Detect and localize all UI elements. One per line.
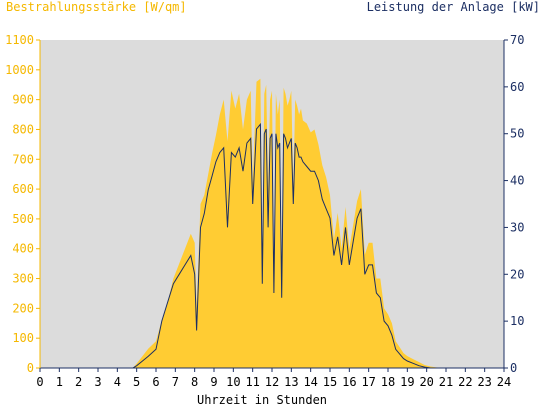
right-axis-title: Leistung der Anlage [kW] — [367, 0, 540, 14]
left-y-tick-label: 0 — [27, 361, 34, 375]
left-y-tick-label: 400 — [12, 242, 34, 256]
left-y-tick-label: 1000 — [5, 63, 34, 77]
x-tick-label: 1 — [56, 375, 63, 389]
x-tick-label: 24 — [497, 375, 511, 389]
left-y-tick-label: 600 — [12, 182, 34, 196]
x-tick-label: 14 — [303, 375, 317, 389]
x-tick-label: 2 — [75, 375, 82, 389]
x-tick-label: 4 — [114, 375, 121, 389]
x-tick-label: 8 — [191, 375, 198, 389]
x-axis-title: Uhrzeit in Stunden — [197, 393, 327, 407]
x-tick-label: 23 — [477, 375, 491, 389]
x-tick-label: 11 — [245, 375, 259, 389]
left-y-tick-label: 700 — [12, 152, 34, 166]
x-tick-label: 9 — [210, 375, 217, 389]
right-y-tick-label: 60 — [510, 80, 524, 94]
power-line — [40, 122, 504, 369]
x-tick-label: 13 — [284, 375, 298, 389]
x-tick-label: 17 — [361, 375, 375, 389]
left-axis-title: Bestrahlungsstärke [W/qm] — [6, 0, 187, 14]
x-tick-label: 18 — [381, 375, 395, 389]
x-tick-label: 22 — [458, 375, 472, 389]
left-y-tick-label: 500 — [12, 212, 34, 226]
x-tick-label: 6 — [152, 375, 159, 389]
left-y-tick-label: 100 — [12, 331, 34, 345]
right-y-tick-label: 10 — [510, 314, 524, 328]
x-tick-label: 10 — [226, 375, 240, 389]
right-y-tick-label: 20 — [510, 267, 524, 281]
x-tick-label: 3 — [94, 375, 101, 389]
left-y-tick-label: 1100 — [5, 33, 34, 47]
x-tick-label: 7 — [172, 375, 179, 389]
left-y-tick-label: 900 — [12, 93, 34, 107]
left-y-tick-label: 800 — [12, 122, 34, 136]
x-tick-label: 0 — [36, 375, 43, 389]
x-tick-label: 12 — [265, 375, 279, 389]
right-y-tick-label: 50 — [510, 127, 524, 141]
left-y-ticks: 0 100 200 300 400 500 600 700 800 900 1000 1100 — [5, 33, 40, 375]
x-tick-label: 16 — [342, 375, 356, 389]
x-tick-label: 5 — [133, 375, 140, 389]
right-y-tick-label: 40 — [510, 174, 524, 188]
left-y-tick-label: 300 — [12, 272, 34, 286]
right-y-tick-label: 30 — [510, 220, 524, 234]
x-tick-label: 19 — [400, 375, 414, 389]
x-tick-label: 15 — [323, 375, 337, 389]
x-ticks: 0 1 2 3 4 5 6 7 8 9 10 11 12 13 14 15 16 17 18 19 20 21 22 23 24 — [36, 368, 511, 389]
right-y-tick-label: 70 — [510, 33, 524, 47]
right-y-ticks: 0 10 20 30 40 50 60 70 — [504, 33, 524, 375]
irradiance-area — [40, 78, 504, 369]
x-tick-label: 21 — [439, 375, 453, 389]
right-y-tick-label: 0 — [510, 361, 517, 375]
x-tick-label: 20 — [419, 375, 433, 389]
left-y-tick-label: 200 — [12, 301, 34, 315]
